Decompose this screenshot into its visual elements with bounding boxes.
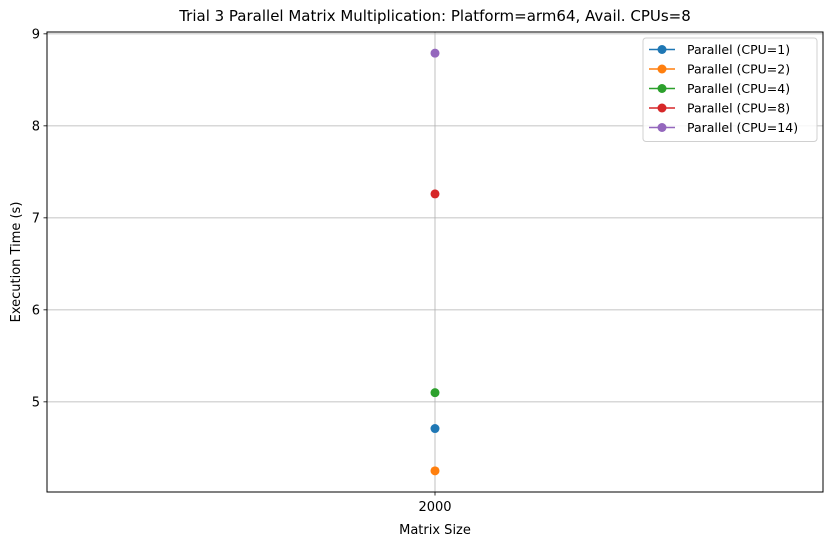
series-3 [430, 388, 440, 398]
legend-label: Parallel (CPU=14) [687, 120, 798, 135]
grid [47, 32, 823, 492]
series-4 [430, 189, 440, 199]
y-tick-label: 9 [32, 27, 40, 42]
legend-frame [642, 37, 818, 142]
y-axis-title: Execution Time (s) [9, 202, 24, 323]
legend-marker [657, 45, 667, 54]
y-tick-label: 6 [32, 303, 40, 318]
legend-item: Parallel (CPU=4) [649, 81, 790, 96]
y-tick-label: 7 [32, 211, 40, 226]
data-point [430, 388, 440, 398]
data-point [430, 424, 440, 434]
x-tick-label: 2000 [418, 500, 451, 515]
y-tick-label: 5 [32, 395, 40, 410]
series-layer [430, 48, 440, 476]
legend-label: Parallel (CPU=8) [687, 101, 790, 116]
legend-item: Parallel (CPU=8) [649, 101, 790, 116]
data-point [430, 48, 440, 58]
legend-item: Parallel (CPU=1) [649, 42, 790, 57]
legend-label: Parallel (CPU=2) [687, 62, 790, 77]
legend-marker [657, 103, 667, 113]
series-2 [430, 466, 440, 476]
y-tick-label: 8 [32, 119, 40, 134]
data-point [430, 189, 440, 199]
y-axis: 5 6 7 8 9 [32, 27, 47, 410]
legend: Parallel (CPU=1) Parallel (CPU=2) Parallel… [642, 37, 818, 142]
legend-marker [657, 64, 667, 74]
legend-label: Parallel (CPU=1) [687, 42, 790, 57]
legend-marker [657, 123, 667, 132]
legend-label: Parallel (CPU=4) [687, 81, 790, 96]
x-axis: 2000 [418, 492, 452, 515]
series-1 [430, 424, 440, 434]
legend-item: Parallel (CPU=2) [649, 62, 790, 77]
legend-item: Parallel (CPU=14) [649, 120, 798, 135]
x-axis-title: Matrix Size [399, 523, 471, 538]
legend-marker [657, 84, 667, 93]
data-point [430, 466, 440, 476]
series-5 [430, 48, 440, 58]
chart-title: Trial 3 Parallel Matrix Multiplication: … [178, 7, 691, 25]
